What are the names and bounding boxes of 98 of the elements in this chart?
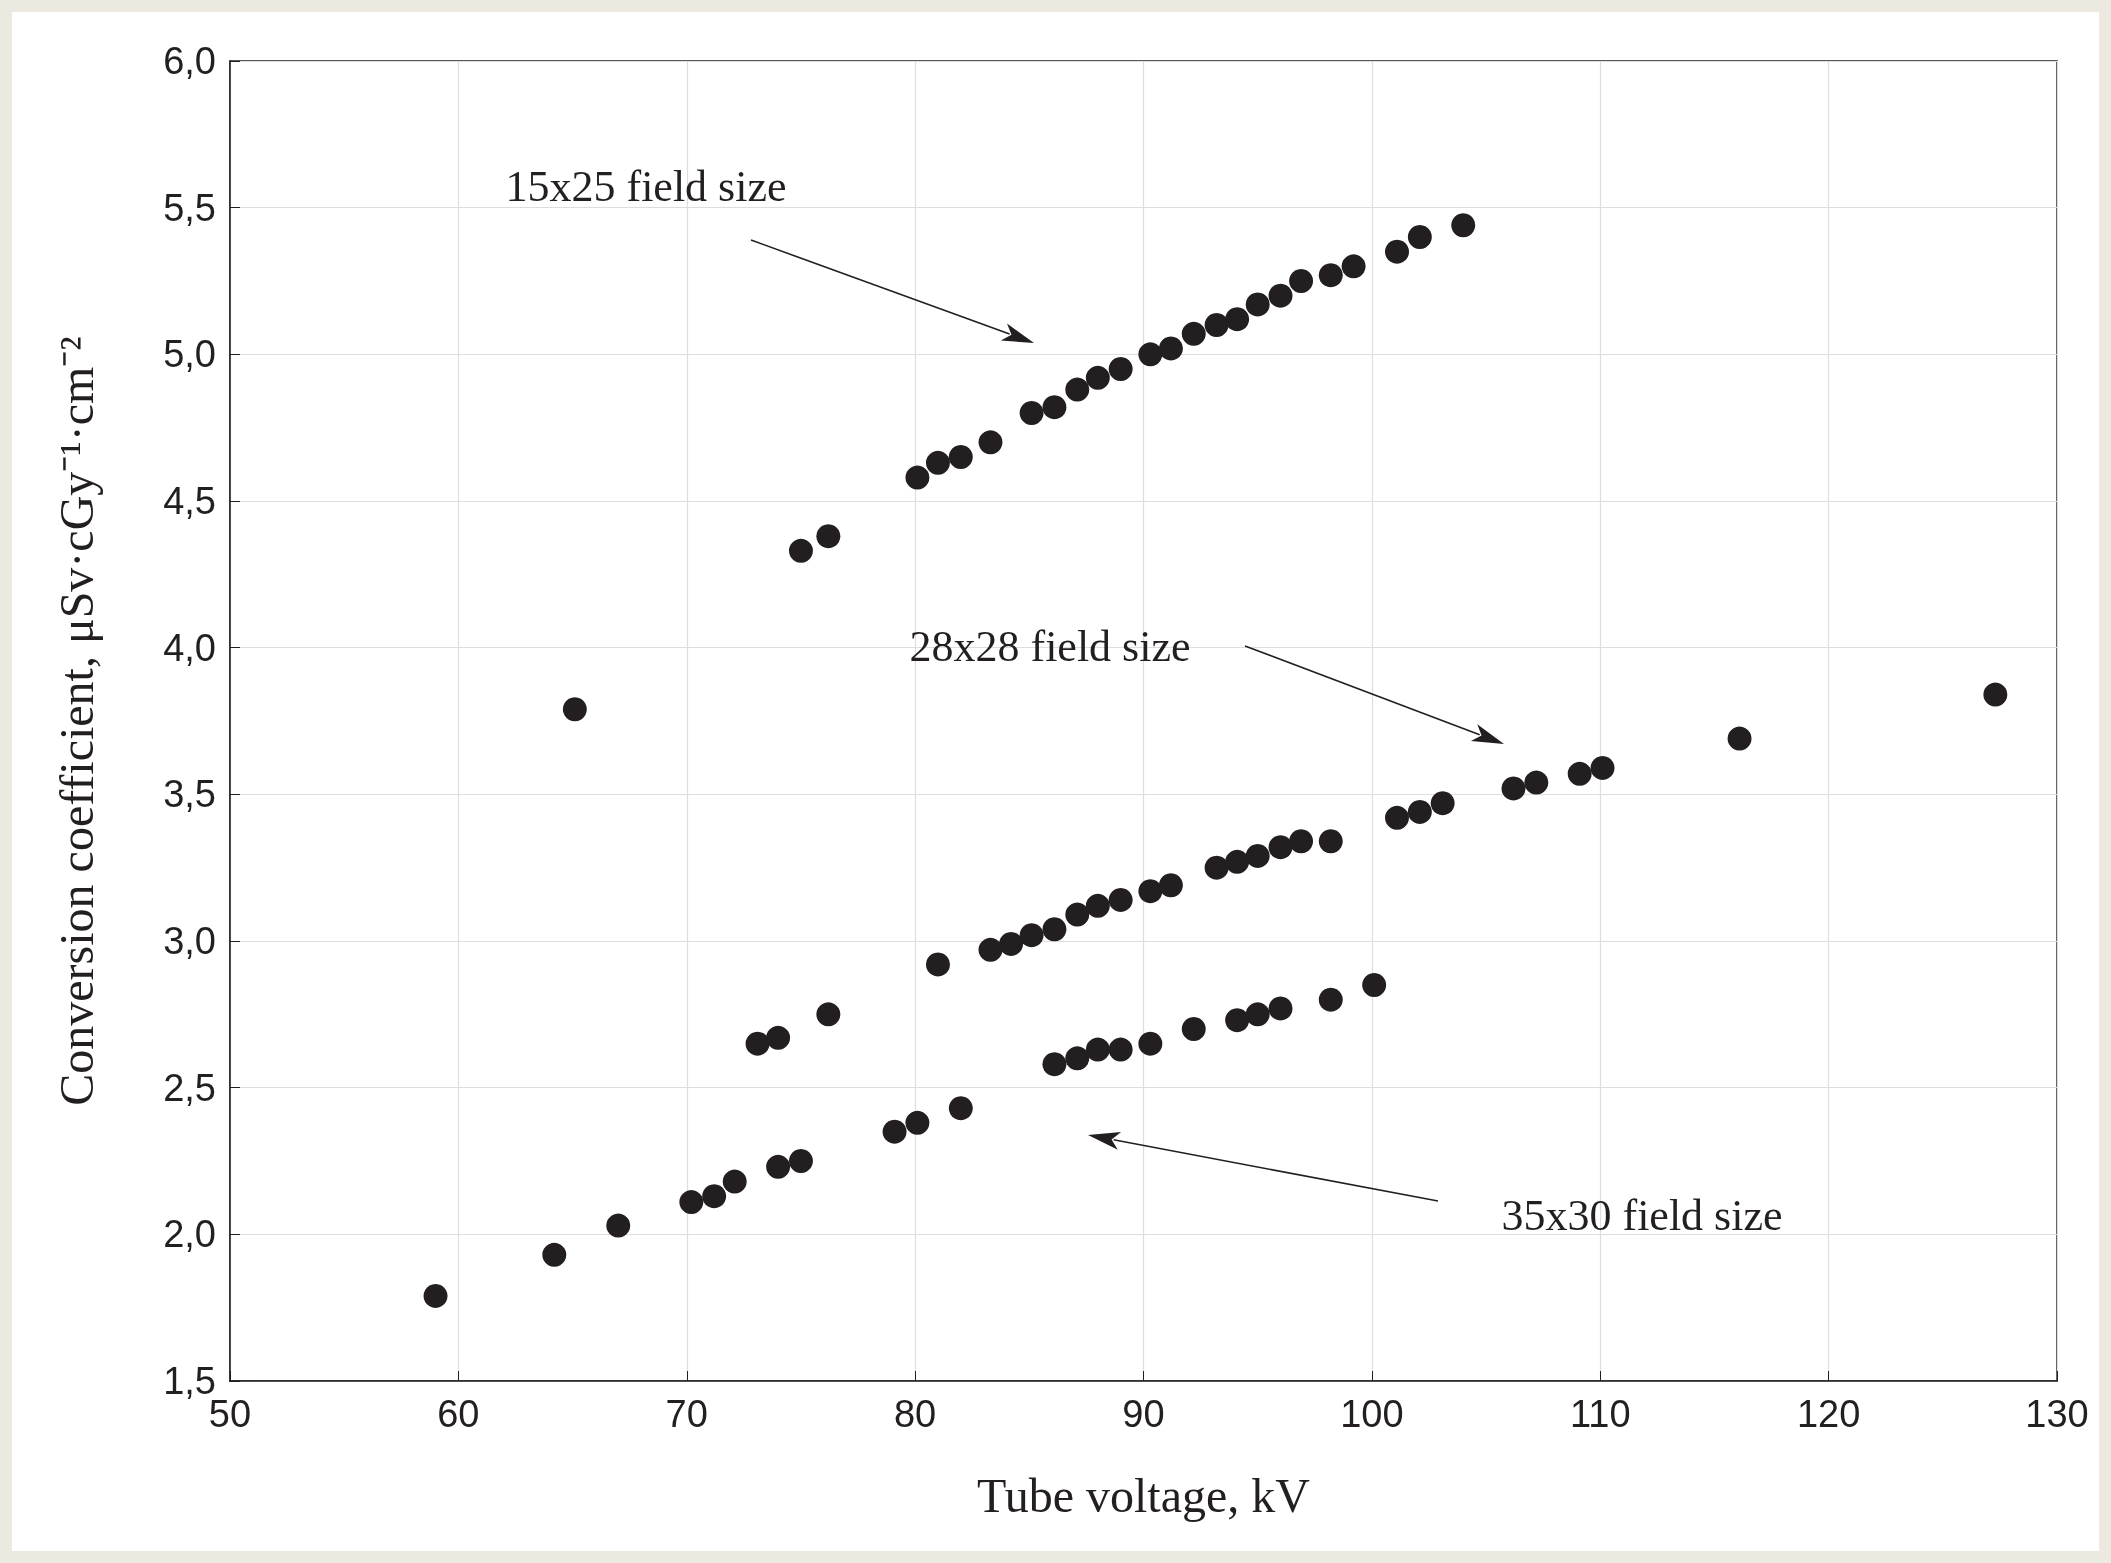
- point: [1158, 336, 1183, 361]
- point: [722, 1169, 747, 1194]
- point: [1524, 770, 1549, 795]
- point: [1065, 902, 1090, 927]
- x-axis-title: Tube voltage, kV: [977, 1468, 1311, 1522]
- x-tick-label: 110: [1569, 1393, 1631, 1435]
- point: [1245, 292, 1270, 317]
- point: [1268, 283, 1293, 308]
- point: [1019, 401, 1044, 425]
- point: [925, 952, 950, 977]
- point: [1385, 805, 1409, 830]
- point: [1108, 887, 1133, 912]
- x-tick-label: 70: [665, 1393, 708, 1435]
- x-tick-label: 120: [1796, 1393, 1861, 1435]
- point: [905, 1110, 930, 1135]
- point: [1085, 1037, 1110, 1062]
- x-tick-label: 100: [1340, 1393, 1404, 1435]
- point: [1430, 791, 1455, 816]
- point: [766, 1154, 791, 1179]
- point: [1085, 893, 1110, 918]
- point: [562, 697, 587, 722]
- x-tick-label: 90: [1122, 1393, 1165, 1435]
- point: [1245, 843, 1270, 868]
- y-tick-label: 4,5: [163, 480, 216, 522]
- point: [948, 445, 973, 469]
- point: [1407, 799, 1432, 824]
- point: [702, 1184, 727, 1209]
- point: [1181, 321, 1206, 346]
- annotation: 35x30 field size: [1501, 1190, 1783, 1240]
- point: [925, 450, 950, 475]
- y-tick-label: 5,0: [163, 333, 216, 376]
- y-tick-label: 3,5: [163, 773, 216, 816]
- y-tick-label: 6,0: [163, 40, 216, 82]
- point: [1289, 829, 1314, 854]
- point: [1341, 254, 1366, 279]
- point: [679, 1190, 704, 1215]
- point: [1225, 1008, 1250, 1033]
- point: [1204, 855, 1229, 880]
- point: [1042, 395, 1067, 420]
- point: [1158, 873, 1183, 898]
- point: [1085, 365, 1110, 390]
- point: [1362, 973, 1387, 997]
- point: [999, 931, 1024, 956]
- point: [882, 1119, 907, 1144]
- point: [1318, 829, 1343, 854]
- point: [978, 430, 1003, 455]
- point: [1318, 263, 1343, 288]
- point: [1181, 1017, 1206, 1041]
- point: [1019, 923, 1044, 948]
- point: [1268, 996, 1293, 1021]
- point: [1567, 761, 1592, 786]
- point: [788, 1149, 813, 1173]
- x-tick-label: 130: [2025, 1393, 2089, 1435]
- x-tick-label: 60: [437, 1393, 480, 1435]
- annotation: 28x28 field size: [909, 621, 1191, 671]
- point: [1042, 917, 1067, 942]
- point: [1138, 879, 1163, 904]
- point: [816, 524, 841, 549]
- point: [905, 465, 930, 490]
- point: [1065, 1046, 1090, 1071]
- y-tick-label: 4,0: [163, 626, 216, 669]
- point: [766, 1025, 791, 1050]
- point: [542, 1242, 567, 1267]
- point: [1042, 1052, 1067, 1077]
- point: [1407, 225, 1432, 249]
- point: [1727, 726, 1752, 751]
- point: [1590, 755, 1615, 780]
- point: [1385, 239, 1409, 264]
- point: [745, 1031, 770, 1056]
- y-tick-label: 3,0: [163, 920, 216, 962]
- point: [1225, 307, 1250, 332]
- annotation: 15x25 field size: [505, 161, 787, 211]
- point: [423, 1283, 448, 1308]
- y-axis-title: Conversion coefficient, μSv·cGy⁻¹·cm⁻²: [49, 336, 103, 1106]
- x-tick-label: 80: [893, 1393, 937, 1435]
- point: [1138, 342, 1163, 367]
- point: [606, 1213, 631, 1238]
- point: [1108, 357, 1133, 381]
- y-tick-label: 2,0: [163, 1213, 216, 1256]
- x-tick-label: 50: [208, 1393, 252, 1435]
- point: [1225, 849, 1250, 874]
- point: [978, 937, 1003, 962]
- point: [1108, 1037, 1133, 1062]
- point: [1138, 1031, 1163, 1056]
- point: [1983, 682, 2008, 707]
- point: [1268, 835, 1293, 860]
- y-tick-label: 5,5: [163, 186, 216, 229]
- y-tick-label: 2,5: [163, 1066, 216, 1109]
- point: [1318, 987, 1343, 1012]
- point: [1065, 377, 1090, 402]
- point: [1289, 269, 1314, 293]
- point: [816, 1002, 841, 1027]
- point: [1501, 776, 1526, 801]
- point: [788, 538, 813, 563]
- point: [1451, 213, 1476, 238]
- point: [948, 1096, 973, 1121]
- point: [1204, 313, 1229, 337]
- point: [1245, 1002, 1270, 1027]
